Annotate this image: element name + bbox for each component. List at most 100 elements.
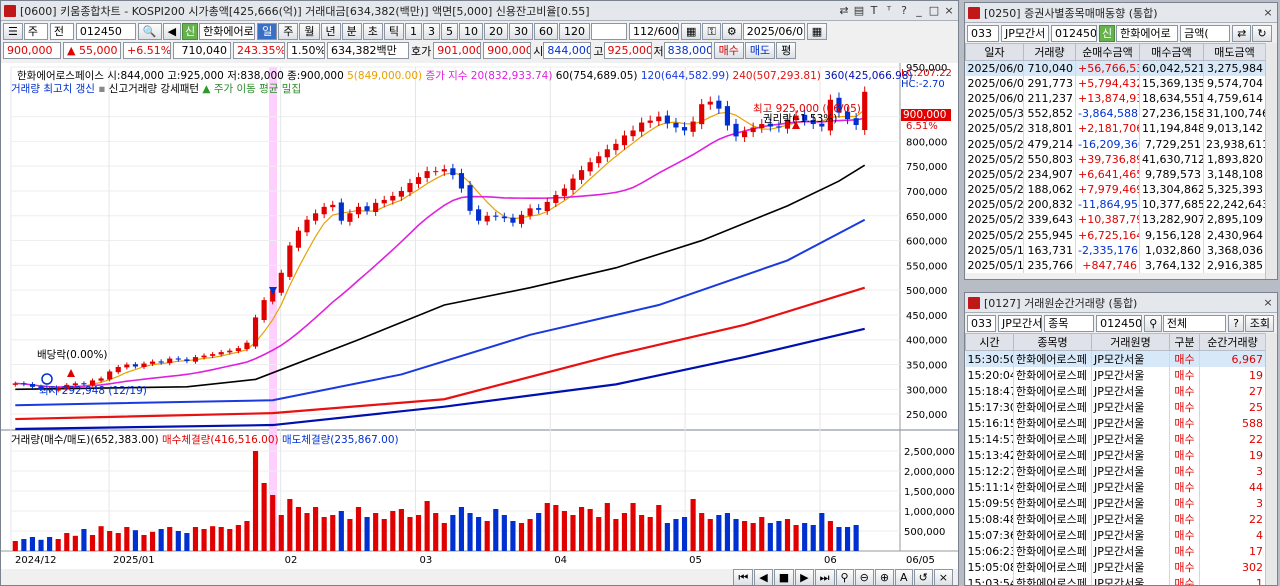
dong-market-select[interactable]: 033 — [967, 24, 999, 42]
scroll-first-icon[interactable]: ⏮ — [733, 569, 754, 585]
tab-tick[interactable]: 틱 — [383, 22, 405, 40]
dong-header[interactable]: 매수금액 — [1139, 43, 1204, 61]
tab-year[interactable]: 년 — [320, 22, 341, 40]
table-row[interactable]: 2025/06/05710,040+56,766,53760,042,5213,… — [965, 60, 1266, 76]
config-icon[interactable]: ▦ — [681, 22, 702, 40]
scroll-right-icon[interactable]: ▶ — [795, 569, 814, 585]
trade-broker-select[interactable]: JP모간서 — [997, 314, 1043, 332]
pin-icon[interactable]: ᵀ — [886, 4, 892, 17]
trade-header[interactable]: 시간 — [965, 333, 1014, 351]
stop-icon[interactable]: ■ — [773, 569, 795, 585]
num-1[interactable]: 1 — [405, 22, 423, 40]
tool-icon[interactable]: ⚲ — [835, 569, 854, 585]
dong-broker-select[interactable]: JP모간서 — [1001, 24, 1049, 42]
num-20[interactable]: 20 — [484, 22, 509, 40]
reset-icon[interactable]: ↺ — [913, 569, 933, 585]
table-row[interactable]: 15:06:23 한화에어로스페 JP모간서울 매수 17 — [965, 543, 1266, 559]
calendar-icon[interactable]: ▦ — [806, 22, 828, 40]
refresh-icon[interactable]: ↻ — [1252, 24, 1272, 42]
position-button[interactable]: 평 — [776, 42, 797, 59]
table-row[interactable]: 15:16:15 한화에어로스페 JP모간서울 매수 588 — [965, 415, 1266, 431]
trade-header[interactable]: 종목명 — [1013, 333, 1092, 351]
table-row[interactable]: 15:09:59 한화에어로스페 JP모간서울 매수 3 — [965, 495, 1266, 511]
search-icon[interactable]: ⚲ — [1144, 314, 1162, 332]
prev-icon[interactable]: ◀ — [162, 22, 182, 40]
menu-icon[interactable]: ☰ — [3, 22, 23, 40]
table-row[interactable]: 2025/05/30552,852-3,864,58827,236,15831,… — [965, 106, 1266, 122]
dong-header[interactable]: 매도금액 — [1203, 43, 1266, 61]
zoom-out-icon[interactable]: ⊖ — [854, 569, 874, 585]
table-row[interactable]: 15:14:57 한화에어로스페 JP모간서울 매수 22 — [965, 431, 1266, 447]
num-30[interactable]: 30 — [509, 22, 534, 40]
tab-minute[interactable]: 분 — [341, 22, 362, 40]
gear-icon[interactable]: ⚙ — [721, 22, 742, 40]
table-row[interactable]: 15:07:36 한화에어로스페 JP모간서울 매수 4 — [965, 527, 1266, 543]
trade-header[interactable]: 거래원명 — [1091, 333, 1170, 351]
trade-scrollbar[interactable] — [1265, 333, 1277, 585]
table-row[interactable]: 2025/06/04291,773+5,794,43215,369,1359,5… — [965, 75, 1266, 91]
table-row[interactable]: 15:18:47 한화에어로스페 JP모간서울 매수 27 — [965, 383, 1266, 399]
table-row[interactable]: 15:30:50 한화에어로스페 JP모간서울 매수 6,967 — [965, 350, 1266, 367]
close-icon[interactable]: × — [1263, 296, 1273, 309]
trade-code-input[interactable]: 012450 — [1096, 314, 1143, 332]
tab-week[interactable]: 주 — [278, 22, 299, 40]
zoom-in-icon[interactable]: ⊕ — [874, 569, 895, 585]
table-row[interactable]: 2025/05/20255,945+6,725,1649,156,1282,43… — [965, 227, 1266, 243]
table-row[interactable]: 2025/05/23188,062+7,979,46913,304,8625,3… — [965, 182, 1266, 198]
sell-button[interactable]: 매도 — [744, 42, 776, 59]
num-5[interactable]: 5 — [441, 22, 459, 40]
chart-svg[interactable]: 950,000850,000800,000750,000700,000650,0… — [1, 63, 958, 571]
table-row[interactable]: 2025/06/02211,237+13,874,93718,634,5514,… — [965, 90, 1266, 107]
table-row[interactable]: 2025/05/27550,803+39,736,89241,630,7121,… — [965, 151, 1266, 167]
stock-name-field[interactable]: 한화에어로 — [199, 22, 256, 40]
custom-interval-input[interactable] — [591, 22, 628, 40]
table-row[interactable]: 2025/05/19163,731-2,335,1761,032,8603,36… — [965, 242, 1266, 258]
help-icon[interactable]: ? — [901, 4, 907, 17]
tab-day[interactable]: 일 — [257, 22, 278, 40]
help-button[interactable]: ? — [1228, 314, 1244, 332]
count-field[interactable]: 112/600 — [629, 22, 680, 40]
table-row[interactable]: 15:13:42 한화에어로스페 JP모간서울 매수 19 — [965, 447, 1266, 463]
table-row[interactable]: 15:05:08 한화에어로스페 JP모간서울 매수 302 — [965, 559, 1266, 575]
minimize-icon[interactable]: _ — [916, 4, 922, 17]
trade-header[interactable]: 순간거래량 — [1199, 333, 1266, 351]
table-row[interactable]: 15:08:48 한화에어로스페 JP모간서울 매수 22 — [965, 511, 1266, 527]
period-select[interactable]: 전 — [49, 22, 74, 40]
date-input[interactable]: 2025/06/05 — [742, 22, 805, 40]
close-pane-icon[interactable]: × — [933, 569, 953, 585]
font-icon[interactable]: A — [895, 569, 913, 585]
trade-market-select[interactable]: 033 — [967, 314, 996, 332]
table-row[interactable]: 2025/05/29318,801+2,181,70611,194,8489,0… — [965, 121, 1266, 137]
table-row[interactable]: 15:11:14 한화에어로스페 JP모간서울 매수 44 — [965, 479, 1266, 495]
table-row[interactable]: 2025/05/21339,643+10,387,79813,282,9072,… — [965, 212, 1266, 228]
query-button[interactable]: 조회 — [1244, 314, 1274, 332]
dong-header[interactable]: 순매수금액 — [1075, 43, 1140, 61]
dong-header[interactable]: 일자 — [965, 43, 1024, 61]
link-icon[interactable]: ⇄ — [1232, 24, 1252, 42]
t-icon[interactable]: T — [870, 4, 878, 17]
num-10[interactable]: 10 — [459, 22, 484, 40]
table-row[interactable]: 2025/05/26234,907+6,641,4659,789,5733,14… — [965, 166, 1266, 182]
table-row[interactable]: 15:12:27 한화에어로스페 JP모간서울 매수 3 — [965, 463, 1266, 479]
buy-button[interactable]: 매수 — [713, 42, 744, 59]
lock-icon[interactable]: ⚿ — [702, 22, 721, 40]
num-120[interactable]: 120 — [559, 22, 591, 40]
dong-scrollbar[interactable] — [1265, 43, 1277, 279]
dong-kind-select[interactable]: 금액( — [1180, 24, 1231, 42]
interval-select[interactable]: 주 — [23, 22, 48, 40]
table-row[interactable]: 2025/05/22200,832-11,864,95810,377,68522… — [965, 197, 1266, 213]
table-row[interactable]: 2025/05/16235,766+847,7463,764,1322,916,… — [965, 257, 1266, 274]
tab-second[interactable]: 초 — [362, 22, 383, 40]
num-60[interactable]: 60 — [534, 22, 559, 40]
table-row[interactable]: 15:03:54 한화에어로스페 JP모간서울 매수 1 — [965, 575, 1266, 585]
trade-header[interactable]: 구분 — [1169, 333, 1200, 351]
window-list-icon[interactable]: ▤ — [853, 4, 865, 17]
scroll-left-icon[interactable]: ◀ — [754, 569, 773, 585]
scroll-last-icon[interactable]: ⏭ — [814, 569, 835, 585]
link-icon[interactable]: ⇄ — [839, 4, 849, 17]
search-icon[interactable]: 🔍 — [137, 22, 162, 40]
table-row[interactable]: 15:20:04 한화에어로스페 JP모간서울 매수 19 — [965, 367, 1266, 383]
tab-month[interactable]: 월 — [299, 22, 320, 40]
num-3[interactable]: 3 — [423, 22, 441, 40]
maximize-icon[interactable]: □ — [928, 4, 940, 17]
